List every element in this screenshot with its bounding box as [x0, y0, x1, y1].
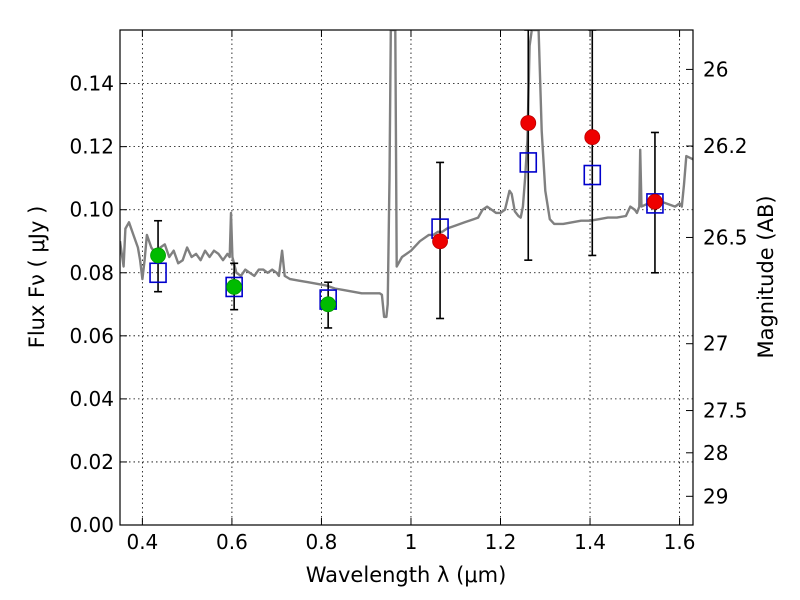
x-tick-label: 1.4	[574, 530, 606, 554]
x-tick-label: 1.6	[664, 530, 696, 554]
green-point	[320, 296, 337, 313]
plot-area	[120, 30, 693, 329]
y-tick-label: 0.00	[69, 513, 114, 537]
right-tick-label: 28	[703, 441, 728, 465]
red-point	[584, 129, 601, 146]
y-tick-label: 0.08	[69, 261, 114, 285]
y-tick-label: 0.14	[69, 72, 114, 96]
spectrum-line	[120, 30, 693, 319]
green-point	[150, 247, 166, 264]
y-tick-label: 0.04	[69, 387, 114, 411]
red-point	[520, 115, 537, 131]
right-tick-label: 29	[703, 484, 728, 508]
x-tick-label: 1	[405, 530, 418, 554]
green-point	[226, 279, 243, 295]
plot-frame	[119, 29, 694, 526]
y-axis-title: Flux Fν ( μJy )	[25, 206, 49, 349]
right-tick-label: 27	[703, 332, 728, 356]
right-axis-title: Magnitude (AB)	[754, 195, 778, 358]
model-square	[519, 152, 538, 173]
observed-flux-points	[150, 115, 663, 313]
x-axis-title: Wavelength λ (μm)	[306, 563, 507, 587]
errorbars	[154, 30, 659, 329]
right-tick-label: 27.5	[703, 399, 748, 423]
right-tick-label: 26.2	[703, 134, 748, 158]
y-tick-label: 0.02	[69, 450, 114, 474]
x-tick-label: 1.2	[485, 530, 517, 554]
model-square	[646, 193, 664, 214]
red-point	[432, 233, 448, 250]
grid	[120, 30, 693, 525]
spectrum-series	[120, 30, 693, 319]
right-tick-label: 26	[703, 57, 728, 81]
model-square	[583, 164, 602, 186]
right-tick-label: 26.5	[703, 225, 748, 249]
x-tick-label: 0.8	[306, 530, 338, 554]
ticks	[120, 30, 693, 526]
y-tick-label: 0.12	[69, 135, 114, 159]
x-tick-label: 0.6	[216, 530, 248, 554]
model-square	[225, 276, 243, 298]
red-point	[647, 193, 663, 210]
y-tick-label: 0.06	[69, 324, 114, 348]
tick-labels: 0.4 0.6 0.8 1 1.2 1.4 1.6 0.00 0.02 0.04 0.06 0.08 0…	[69, 57, 747, 554]
y-tick-label: 0.10	[69, 198, 114, 222]
x-tick-label: 0.4	[126, 530, 158, 554]
